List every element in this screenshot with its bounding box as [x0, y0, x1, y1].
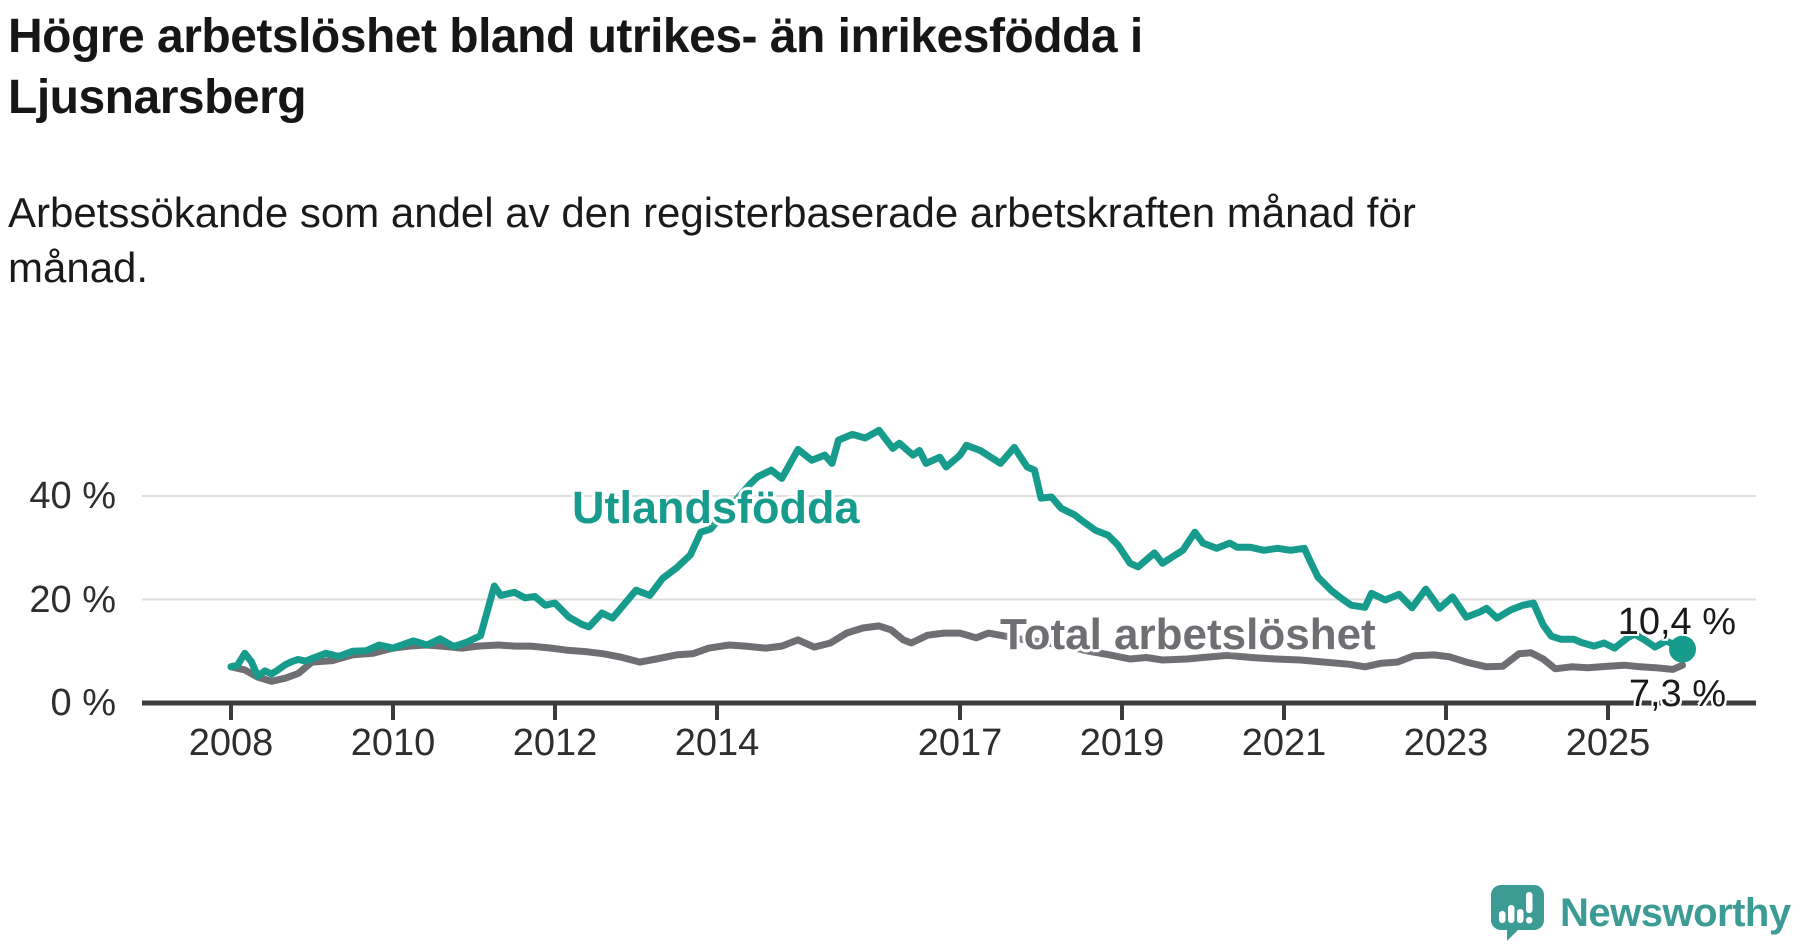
series-line-Utlandsfödda [227, 426, 1686, 680]
x-tick-label-2025: 2025 [1565, 722, 1651, 764]
series-line-Total arbetslöshet [227, 622, 1686, 685]
newsworthy-branding: Newsworthy [1490, 884, 1791, 942]
end-value-label-utlandsfodda: 10,4 % [1617, 601, 1736, 643]
x-tick-label-2017: 2017 [917, 722, 1003, 764]
x-tick-label-2021: 2021 [1241, 722, 1327, 764]
newsworthy-logo-text: Newsworthy [1560, 890, 1791, 935]
chart-subtitle-line2: månad. [8, 243, 149, 291]
chart-subtitle: Arbetssökande som andel av den registerb… [8, 186, 1708, 295]
x-tick-label-2014: 2014 [674, 722, 760, 764]
newsworthy-logo-icon [1491, 885, 1544, 941]
page-title: Högre arbetslöshet bland utrikes- än inr… [8, 6, 1708, 129]
end-value-label-total: 7,3 % [1628, 673, 1726, 715]
series-label-total-arbetsloshet: Total arbetslöshet [1000, 610, 1376, 659]
chart-subtitle-line1: Arbetssökande som andel av den registerb… [8, 189, 1416, 236]
series-label-utlandsfodda: Utlandsfödda [572, 482, 860, 533]
x-tick-label-2008: 2008 [188, 722, 274, 764]
page-title-line2: Ljusnarsberg [8, 71, 307, 125]
y-tick-label-40: 40 % [29, 475, 116, 517]
x-tick-label-2010: 2010 [350, 722, 436, 764]
x-tick-label-2023: 2023 [1403, 722, 1489, 764]
y-tick-label-20: 20 % [29, 578, 116, 621]
page-title-line1: Högre arbetslöshet bland utrikes- än inr… [8, 10, 1143, 63]
series-end-dot [1669, 635, 1697, 663]
x-tick-label-2012: 2012 [512, 722, 598, 764]
y-tick-label-0: 0 % [50, 682, 116, 724]
x-tick-label-2019: 2019 [1079, 722, 1165, 764]
